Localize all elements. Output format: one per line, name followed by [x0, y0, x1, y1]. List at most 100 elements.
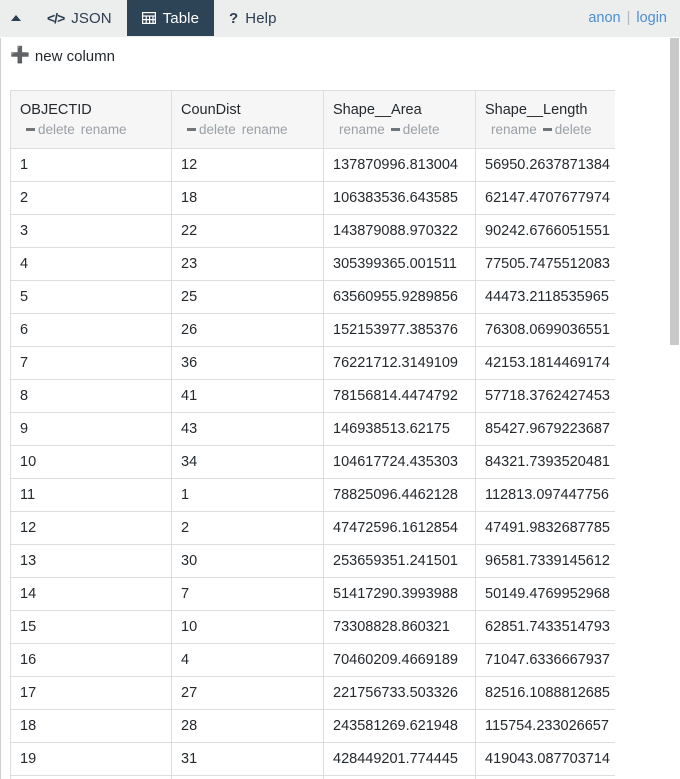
new-column-button[interactable]: ➕ new column	[10, 48, 115, 65]
column-delete-objectid[interactable]: delete	[26, 122, 75, 137]
table-cell[interactable]: 26	[171, 313, 324, 348]
table-cell[interactable]: 25	[171, 280, 324, 315]
table-cell[interactable]: 12	[171, 148, 324, 183]
table-row[interactable]: 11 1 78825096.4462128 112813.097447756	[10, 478, 615, 513]
table-cell[interactable]: 7	[171, 577, 324, 612]
table-cell[interactable]: 78825096.4462128	[323, 478, 476, 513]
table-cell[interactable]: 4	[171, 643, 324, 678]
table-cell[interactable]: 335682.81236784	[475, 775, 615, 779]
vertical-scrollbar[interactable]	[669, 38, 680, 779]
table-cell[interactable]: 44473.2118535965	[475, 280, 615, 315]
table-cell[interactable]: 2	[10, 181, 172, 216]
table-cell[interactable]: 62147.4707677974	[475, 181, 615, 216]
table-row[interactable]: 12 2 47472596.1612854 47491.9832687785	[10, 511, 615, 546]
table-cell[interactable]: 10	[10, 445, 172, 480]
table-cell[interactable]: 41	[171, 379, 324, 414]
table-cell[interactable]: 12	[10, 511, 172, 546]
table-cell[interactable]: 112813.097447756	[475, 478, 615, 513]
table-cell[interactable]: 143879088.970322	[323, 214, 476, 249]
table-row[interactable]: 13 30 253659351.241501 96581.7339145612	[10, 544, 615, 579]
table-row[interactable]: 2013327847652.192932335682.81236784	[10, 775, 615, 779]
scrollbar-track[interactable]	[670, 38, 679, 779]
tab-table[interactable]: Table	[126, 0, 215, 36]
table-cell[interactable]: 31	[171, 742, 324, 777]
table-cell[interactable]: 14	[10, 577, 172, 612]
table-cell[interactable]: 85427.9679223687	[475, 412, 615, 447]
table-cell[interactable]: 43	[171, 412, 324, 447]
table-row[interactable]: 9 43 146938513.62175 85427.9679223687	[10, 412, 615, 447]
table-cell[interactable]: 42153.1814469174	[475, 346, 615, 381]
table-cell[interactable]: 78156814.4474792	[323, 379, 476, 414]
table-cell[interactable]: 30	[171, 544, 324, 579]
table-row[interactable]: 7 36 76221712.3149109 42153.1814469174	[10, 346, 615, 381]
table-cell[interactable]: 115754.233026657	[475, 709, 615, 744]
table-cell[interactable]: 10	[171, 610, 324, 645]
table-cell[interactable]: 15	[10, 610, 172, 645]
table-cell[interactable]: 5	[10, 280, 172, 315]
table-cell[interactable]: 146938513.62175	[323, 412, 476, 447]
table-cell[interactable]: 76221712.3149109	[323, 346, 476, 381]
table-cell[interactable]: 62851.7433514793	[475, 610, 615, 645]
table-cell[interactable]: 1	[171, 478, 324, 513]
table-cell[interactable]: 3	[10, 214, 172, 249]
table-cell[interactable]: 19	[10, 742, 172, 777]
table-cell[interactable]: 22	[171, 214, 324, 249]
table-cell[interactable]: 8	[10, 379, 172, 414]
table-cell[interactable]: 84321.7393520481	[475, 445, 615, 480]
column-delete-coundist[interactable]: delete	[187, 122, 236, 137]
column-delete-shape-length[interactable]: delete	[542, 122, 592, 137]
table-row[interactable]: 8 41 78156814.4474792 57718.3762427453	[10, 379, 615, 414]
scrollbar-thumb[interactable]	[670, 38, 679, 345]
table-cell[interactable]: 90242.6766051551	[475, 214, 615, 249]
table-row[interactable]: 6 26 152153977.385376 76308.0699036551	[10, 313, 615, 348]
table-cell[interactable]: 4	[10, 247, 172, 282]
table-cell[interactable]: 47491.9832687785	[475, 511, 615, 546]
table-cell[interactable]: 253659351.241501	[323, 544, 476, 579]
table-cell[interactable]: 96581.7339145612	[475, 544, 615, 579]
table-cell[interactable]: 34	[171, 445, 324, 480]
login-link[interactable]: login	[636, 10, 667, 26]
column-rename-shape-length[interactable]: rename	[491, 122, 537, 138]
table-cell[interactable]: 11	[10, 478, 172, 513]
table-cell[interactable]: 18	[10, 709, 172, 744]
table-cell[interactable]: 16	[10, 643, 172, 678]
table-cell[interactable]: 7	[10, 346, 172, 381]
collapse-panel-button[interactable]	[0, 0, 32, 36]
table-cell[interactable]: 73308828.860321	[323, 610, 476, 645]
table-cell[interactable]: 71047.6336667937	[475, 643, 615, 678]
table-row[interactable]: 17 27 221756733.503326 82516.1088812685	[10, 676, 615, 711]
table-cell[interactable]: 18	[171, 181, 324, 216]
column-rename-coundist[interactable]: rename	[241, 122, 288, 138]
account-user-link[interactable]: anon	[588, 10, 621, 26]
tab-help[interactable]: ? Help	[214, 0, 292, 36]
table-cell[interactable]: 137870996.813004	[323, 148, 476, 183]
column-rename-objectid[interactable]: rename	[80, 122, 127, 138]
table-cell[interactable]: 27	[171, 676, 324, 711]
table-row[interactable]: 18 28 243581269.621948 115754.233026657	[10, 709, 615, 744]
table-cell[interactable]: 28	[171, 709, 324, 744]
table-cell[interactable]: 70460209.4669189	[323, 643, 476, 678]
table-cell[interactable]: 2	[171, 511, 324, 546]
column-rename-shape-area[interactable]: rename	[339, 122, 385, 138]
table-cell[interactable]: 6	[10, 313, 172, 348]
table-row[interactable]: 19 31 428449201.774445 419043.087703714	[10, 742, 615, 777]
tab-json[interactable]: </> JSON	[32, 0, 127, 36]
table-row[interactable]: 1 12 137870996.813004 56950.2637871384	[10, 148, 615, 183]
table-row[interactable]: 3 22 143879088.970322 90242.6766051551	[10, 214, 615, 249]
table-cell[interactable]: 47472596.1612854	[323, 511, 476, 546]
table-cell[interactable]: 419043.087703714	[475, 742, 615, 777]
table-cell[interactable]: 51417290.3993988	[323, 577, 476, 612]
table-cell[interactable]: 50149.4769952968	[475, 577, 615, 612]
table-cell[interactable]: 13	[10, 544, 172, 579]
table-row[interactable]: 16 4 70460209.4669189 71047.6336667937	[10, 643, 615, 678]
table-cell[interactable]: 243581269.621948	[323, 709, 476, 744]
table-row[interactable]: 2 18 106383536.643585 62147.4707677974	[10, 181, 615, 216]
table-cell[interactable]: 23	[171, 247, 324, 282]
table-row[interactable]: 14 7 51417290.3993988 50149.4769952968	[10, 577, 615, 612]
table-row[interactable]: 4 23 305399365.001511 77505.7475512083	[10, 247, 615, 282]
table-cell[interactable]: 77505.7475512083	[475, 247, 615, 282]
table-cell[interactable]: 152153977.385376	[323, 313, 476, 348]
table-scroll-area[interactable]: OBJECTID delete rename CounDist delete ren…	[10, 90, 615, 779]
table-cell[interactable]: 9	[10, 412, 172, 447]
table-cell[interactable]: 305399365.001511	[323, 247, 476, 282]
